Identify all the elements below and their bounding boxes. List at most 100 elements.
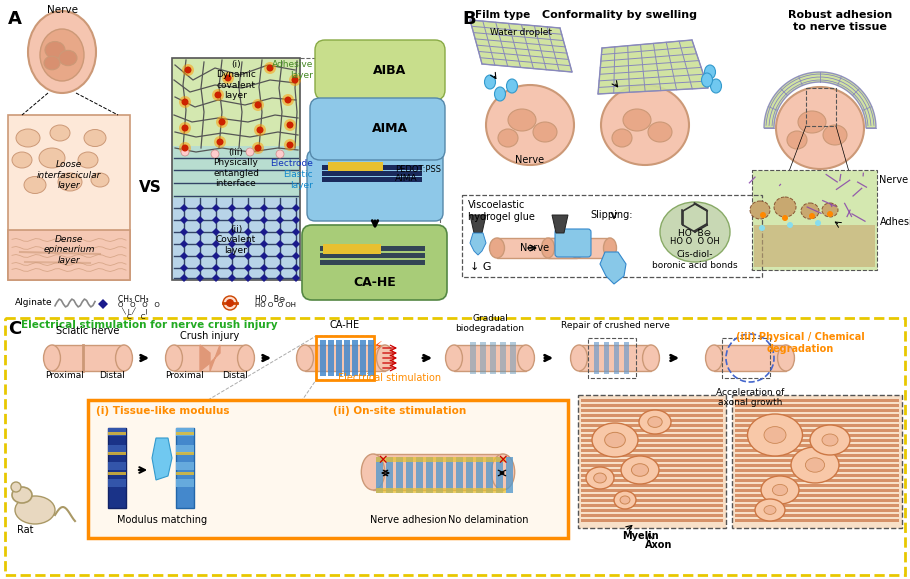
Polygon shape bbox=[764, 72, 876, 128]
Text: PEDOT:PSS: PEDOT:PSS bbox=[395, 165, 441, 174]
Bar bbox=[5, 318, 905, 575]
Bar bbox=[176, 472, 194, 475]
Bar bbox=[732, 395, 902, 528]
Ellipse shape bbox=[614, 491, 636, 509]
Bar bbox=[581, 419, 723, 422]
Text: Water droplet: Water droplet bbox=[490, 28, 552, 37]
Text: Proximal: Proximal bbox=[46, 372, 85, 380]
Ellipse shape bbox=[490, 238, 504, 258]
Text: (ii) On-site stimulation: (ii) On-site stimulation bbox=[333, 406, 466, 416]
Bar bbox=[497, 238, 577, 258]
FancyBboxPatch shape bbox=[555, 229, 591, 257]
Circle shape bbox=[179, 96, 191, 108]
Bar bbox=[581, 464, 723, 467]
Bar bbox=[320, 253, 425, 258]
Bar bbox=[436, 457, 443, 493]
Text: O   O   O   O: O O O O bbox=[118, 302, 160, 308]
Ellipse shape bbox=[798, 111, 826, 133]
Bar bbox=[735, 424, 899, 427]
Ellipse shape bbox=[702, 73, 713, 87]
Bar bbox=[322, 177, 422, 182]
Ellipse shape bbox=[791, 447, 839, 483]
Bar bbox=[426, 457, 433, 493]
Text: CA-HE: CA-HE bbox=[330, 320, 360, 330]
Bar bbox=[581, 509, 723, 512]
Bar bbox=[466, 457, 473, 493]
Bar bbox=[581, 514, 723, 517]
Bar bbox=[581, 519, 723, 522]
Bar bbox=[581, 439, 723, 442]
Ellipse shape bbox=[498, 129, 518, 147]
Bar bbox=[176, 428, 194, 436]
Bar bbox=[735, 469, 899, 472]
Circle shape bbox=[827, 211, 833, 217]
Ellipse shape bbox=[810, 425, 850, 455]
Polygon shape bbox=[196, 204, 204, 212]
Circle shape bbox=[218, 119, 226, 126]
Text: Electrical stimulation: Electrical stimulation bbox=[339, 373, 441, 383]
Bar bbox=[588, 338, 636, 378]
Ellipse shape bbox=[59, 50, 77, 65]
Ellipse shape bbox=[50, 125, 70, 141]
Bar bbox=[368, 340, 374, 376]
Bar bbox=[581, 499, 723, 502]
Polygon shape bbox=[260, 240, 268, 248]
Polygon shape bbox=[276, 216, 284, 224]
Text: Cis-diol-
boronic acid bonds: Cis-diol- boronic acid bonds bbox=[652, 250, 738, 270]
Ellipse shape bbox=[84, 130, 106, 146]
Bar bbox=[578, 395, 726, 528]
Ellipse shape bbox=[518, 345, 534, 371]
Ellipse shape bbox=[507, 79, 518, 93]
Bar bbox=[376, 488, 506, 493]
Bar bbox=[594, 342, 599, 374]
Bar bbox=[735, 464, 899, 467]
Bar bbox=[316, 336, 374, 380]
Polygon shape bbox=[196, 274, 204, 282]
Circle shape bbox=[285, 97, 291, 104]
Polygon shape bbox=[98, 299, 108, 309]
Text: Nerve: Nerve bbox=[515, 155, 544, 165]
Ellipse shape bbox=[642, 345, 660, 371]
Polygon shape bbox=[196, 216, 204, 224]
Polygon shape bbox=[212, 204, 220, 212]
Polygon shape bbox=[212, 274, 220, 282]
Circle shape bbox=[287, 141, 294, 148]
Text: ✕: ✕ bbox=[498, 453, 509, 467]
Circle shape bbox=[181, 98, 188, 105]
Ellipse shape bbox=[705, 345, 723, 371]
Polygon shape bbox=[292, 274, 300, 282]
Text: CA-HE: CA-HE bbox=[354, 277, 397, 290]
Ellipse shape bbox=[764, 427, 786, 444]
Bar bbox=[108, 472, 126, 475]
Bar bbox=[735, 499, 899, 502]
Polygon shape bbox=[200, 345, 210, 371]
Circle shape bbox=[211, 150, 219, 158]
Polygon shape bbox=[228, 274, 236, 282]
Polygon shape bbox=[180, 204, 188, 212]
Polygon shape bbox=[260, 228, 268, 236]
Bar bbox=[735, 419, 899, 422]
Bar bbox=[486, 457, 493, 493]
Bar bbox=[579, 345, 651, 371]
Text: No delamination: No delamination bbox=[448, 515, 528, 525]
Bar bbox=[806, 88, 836, 126]
Text: Dense
epineurium
layer: Dense epineurium layer bbox=[44, 235, 95, 265]
Text: Film type: Film type bbox=[475, 10, 531, 20]
Ellipse shape bbox=[491, 454, 515, 490]
Circle shape bbox=[181, 145, 188, 152]
Bar bbox=[614, 342, 619, 374]
Circle shape bbox=[226, 299, 234, 307]
Text: HO O  O OH: HO O O OH bbox=[255, 302, 296, 308]
Bar bbox=[735, 449, 899, 452]
Bar bbox=[52, 345, 124, 371]
Text: B: B bbox=[462, 10, 476, 28]
Ellipse shape bbox=[755, 499, 785, 521]
Bar bbox=[581, 504, 723, 507]
Text: Adhesive
layer: Adhesive layer bbox=[271, 60, 313, 80]
Bar bbox=[735, 429, 899, 432]
Circle shape bbox=[782, 215, 788, 221]
Ellipse shape bbox=[620, 496, 630, 504]
Ellipse shape bbox=[45, 42, 65, 58]
Ellipse shape bbox=[801, 203, 819, 219]
Polygon shape bbox=[292, 228, 300, 236]
